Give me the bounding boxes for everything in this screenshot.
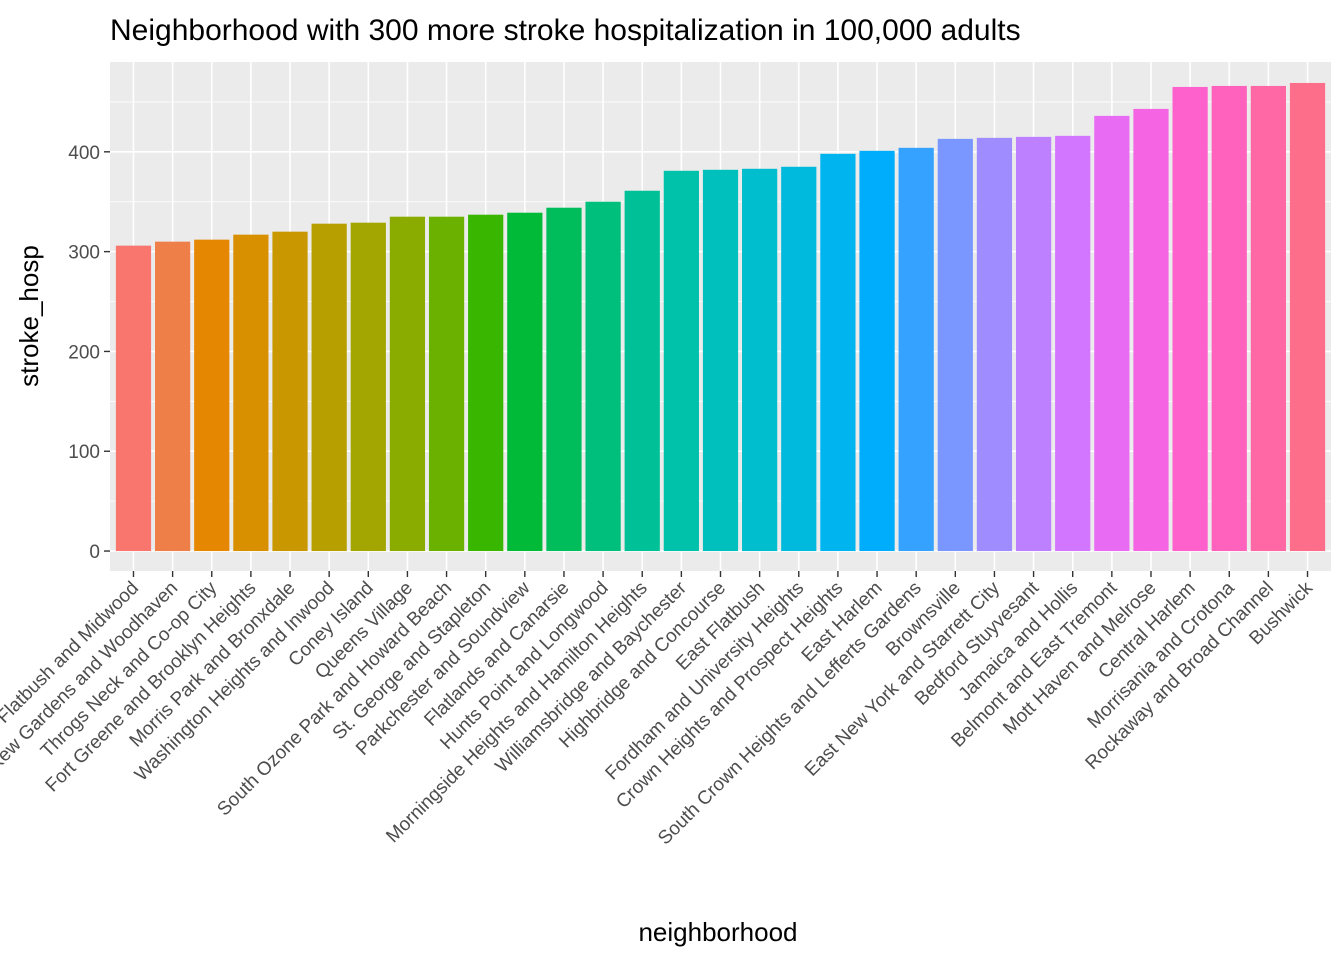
bar — [194, 239, 230, 552]
y-axis-ticks: 0 100 200 300 400 — [68, 143, 110, 563]
bar — [1211, 85, 1247, 552]
bar — [1133, 108, 1169, 552]
y-tick-label: 200 — [68, 342, 100, 363]
bar — [389, 216, 426, 552]
bar — [585, 201, 621, 552]
bar — [115, 245, 152, 552]
bar — [311, 223, 347, 552]
y-tick-label: 300 — [68, 243, 100, 264]
bar — [702, 169, 739, 552]
bars — [115, 82, 1326, 552]
bar — [663, 170, 699, 552]
chart-title: Neighborhood with 300 more stroke hospit… — [110, 14, 1021, 47]
bar — [546, 207, 582, 552]
bar — [428, 216, 465, 552]
bar — [1094, 115, 1130, 552]
y-tick-label: 400 — [68, 143, 100, 164]
bar — [155, 241, 191, 552]
bar — [742, 168, 778, 552]
bar — [976, 137, 1013, 552]
bar — [1172, 86, 1208, 552]
bar — [937, 138, 973, 552]
x-axis-title: neighborhood — [638, 917, 797, 947]
bar — [781, 166, 817, 552]
bar — [1015, 136, 1052, 552]
bar — [624, 190, 660, 552]
bar — [507, 212, 543, 552]
bar — [233, 234, 269, 552]
bar — [350, 222, 386, 552]
y-tick-label: 100 — [68, 442, 100, 463]
y-axis-title: stroke_hosp — [14, 245, 44, 387]
bar — [898, 147, 934, 552]
bar — [820, 153, 856, 552]
bar — [1055, 135, 1091, 552]
bar — [468, 214, 504, 552]
y-tick-label: 0 — [89, 542, 100, 563]
bar — [272, 231, 308, 552]
bar — [859, 150, 895, 552]
bar — [1289, 82, 1326, 552]
bar — [1250, 85, 1286, 552]
